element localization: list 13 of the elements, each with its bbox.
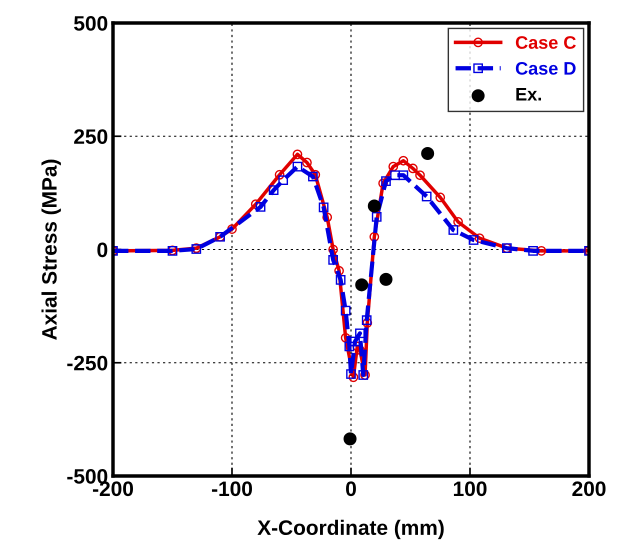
legend-label: Case D	[516, 62, 576, 75]
x-tick-label: 100	[454, 481, 487, 496]
y-tick-label: -250	[67, 356, 108, 371]
x-axis-title: X-Coordinate (mm)	[257, 520, 444, 540]
y-tick-label: 250	[74, 129, 108, 144]
x-tick-label: -100	[212, 481, 252, 496]
legend-label: Ex.	[516, 88, 542, 100]
x-tick-label: 0	[346, 481, 356, 496]
y-tick-label: 500	[74, 16, 108, 31]
x-tick-label: 200	[572, 481, 606, 496]
y-tick-label: 0	[97, 242, 108, 258]
legend-label: Case C	[516, 36, 576, 49]
y-axis-title: Axial Stress (MPa)	[41, 160, 61, 340]
